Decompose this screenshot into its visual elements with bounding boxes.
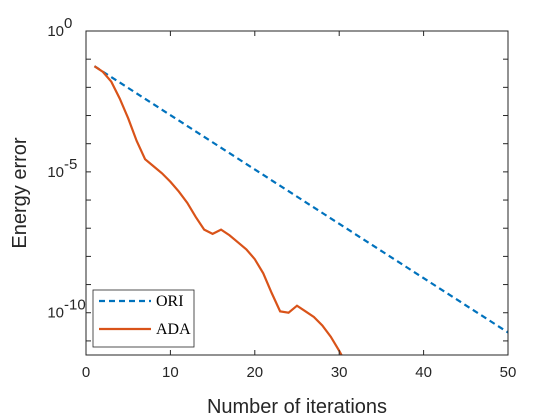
x-axis-ticks: 0 10 20 30 40 50 (82, 31, 517, 381)
x-axis-label: Number of iterations (207, 396, 387, 418)
x-tick-label: 30 (331, 364, 348, 381)
legend-label-ori: ORI (156, 293, 184, 310)
x-tick-label: 20 (246, 364, 263, 381)
y-tick-exponent: 0 (64, 15, 72, 32)
x-tick-label: 50 (500, 364, 517, 381)
plot-frame (85, 30, 509, 356)
y-tick-label: 10 (47, 164, 64, 181)
legend-label-ada: ADA (156, 321, 191, 338)
y-tick-exponent: -10 (64, 297, 86, 314)
legend: ORI ADA (92, 289, 195, 348)
x-tick-label: 0 (82, 364, 90, 381)
legend-box (92, 289, 195, 348)
series-line-ada (93, 65, 343, 355)
series-layer (93, 65, 508, 355)
x-tick-label: 40 (415, 364, 432, 381)
y-tick-exponent: -5 (64, 156, 77, 173)
x-tick-label: 10 (162, 364, 179, 381)
y-tick-label: 10 (47, 23, 64, 40)
y-axis-label: Energy error (9, 137, 31, 248)
y-tick-label: 10 (47, 305, 64, 322)
series-line-ori (93, 65, 508, 334)
